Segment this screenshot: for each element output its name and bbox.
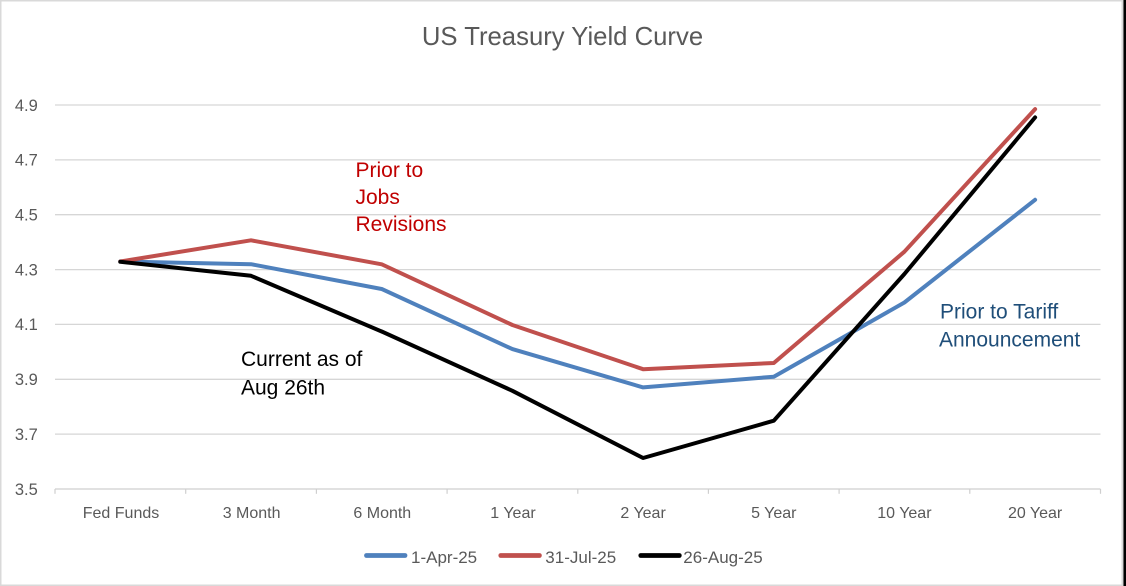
svg-text:3 Month: 3 Month: [223, 505, 281, 522]
svg-text:10 Year: 10 Year: [877, 505, 932, 522]
svg-text:3.9: 3.9: [15, 371, 38, 389]
svg-text:4.5: 4.5: [15, 207, 38, 225]
svg-text:4.9: 4.9: [15, 97, 38, 115]
svg-text:Fed Funds: Fed Funds: [83, 505, 159, 522]
svg-text:Aug 26th: Aug 26th: [241, 377, 325, 400]
svg-text:3.5: 3.5: [15, 481, 38, 499]
svg-text:Prior to Tariff: Prior to Tariff: [940, 300, 1058, 323]
svg-text:26-Aug-25: 26-Aug-25: [683, 548, 762, 567]
svg-text:3.7: 3.7: [15, 426, 38, 444]
svg-text:Jobs: Jobs: [356, 186, 400, 209]
svg-text:5 Year: 5 Year: [751, 505, 797, 522]
svg-text:4.1: 4.1: [15, 316, 38, 334]
svg-text:4.3: 4.3: [15, 261, 38, 279]
svg-text:4.7: 4.7: [15, 152, 38, 170]
svg-text:Current as of: Current as of: [241, 348, 363, 371]
svg-text:US Treasury Yield Curve: US Treasury Yield Curve: [422, 23, 703, 51]
svg-text:1-Apr-25: 1-Apr-25: [411, 548, 477, 567]
svg-text:Revisions: Revisions: [356, 213, 447, 236]
svg-text:2 Year: 2 Year: [620, 505, 666, 522]
svg-text:31-Jul-25: 31-Jul-25: [545, 548, 616, 567]
svg-text:Prior to: Prior to: [356, 159, 424, 182]
svg-text:6 Month: 6 Month: [353, 505, 411, 522]
svg-text:1 Year: 1 Year: [490, 505, 536, 522]
svg-text:20 Year: 20 Year: [1008, 505, 1063, 522]
svg-text:Announcement: Announcement: [939, 328, 1080, 351]
